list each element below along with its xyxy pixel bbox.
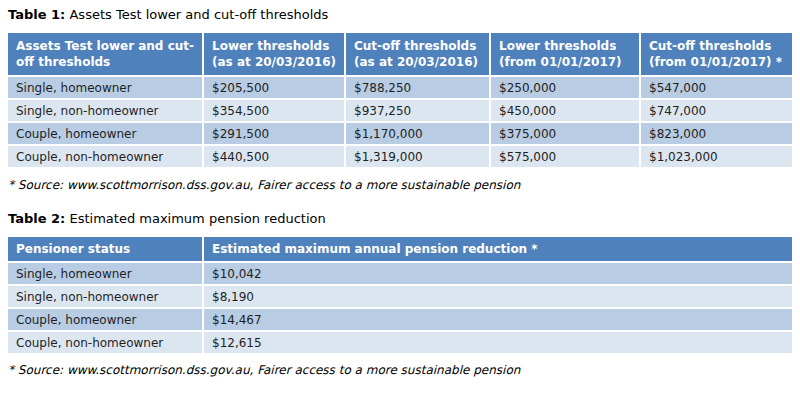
row-label: Couple, non-homeowner (8, 331, 203, 354)
table2-title-label: Table 2: (8, 211, 65, 226)
table1-title-text: Assets Test lower and cut-off thresholds (69, 7, 328, 22)
table-cell: $14,467 (203, 308, 792, 331)
table2-title-text: Estimated maximum pension reduction (69, 211, 325, 226)
table2-source-note: * Source: www.scottmorrison.dss.gov.au, … (8, 363, 792, 378)
table-row: Couple, homeowner $14,467 (8, 308, 792, 331)
table-cell: $450,000 (490, 99, 640, 122)
table2-section: Table 2: Estimated maximum pension reduc… (8, 211, 792, 378)
pension-reduction-table: Pensioner status Estimated maximum annua… (8, 237, 792, 355)
table-cell: $937,250 (345, 99, 490, 122)
table-cell: $10,042 (203, 262, 792, 285)
column-header-lower-2016: Lower thresholds (as at 20/03/2016) (203, 33, 345, 76)
table-cell: $8,190 (203, 285, 792, 308)
row-label: Single, homeowner (8, 76, 203, 99)
row-label: Single, non-homeowner (8, 99, 203, 122)
row-label: Single, non-homeowner (8, 285, 203, 308)
table-cell: $291,500 (203, 122, 345, 145)
table1-source-note: * Source: www.scottmorrison.dss.gov.au, … (8, 178, 792, 193)
table-row: Single, non-homeowner $354,500 $937,250 … (8, 99, 792, 122)
table-cell: $1,319,000 (345, 145, 490, 168)
column-header-max-reduction: Estimated maximum annual pension reducti… (203, 237, 792, 262)
row-label: Couple, homeowner (8, 308, 203, 331)
table-cell: $440,500 (203, 145, 345, 168)
row-label: Couple, homeowner (8, 122, 203, 145)
column-header-assets-test: Assets Test lower and cut-off thresholds (8, 33, 203, 76)
row-label: Single, homeowner (8, 262, 203, 285)
table-cell: $12,615 (203, 331, 792, 354)
table-header-row: Assets Test lower and cut-off thresholds… (8, 33, 792, 76)
table-cell: $788,250 (345, 76, 490, 99)
table-cell: $1,023,000 (640, 145, 792, 168)
table-cell: $747,000 (640, 99, 792, 122)
table-cell: $575,000 (490, 145, 640, 168)
table-cell: $354,500 (203, 99, 345, 122)
row-label: Couple, non-homeowner (8, 145, 203, 168)
table-row: Couple, homeowner $291,500 $1,170,000 $3… (8, 122, 792, 145)
column-header-cutoff-2017: Cut-off thresholds (from 01/01/2017) * (640, 33, 792, 76)
assets-test-thresholds-table: Assets Test lower and cut-off thresholds… (8, 33, 792, 169)
table-cell: $375,000 (490, 122, 640, 145)
column-header-pensioner-status: Pensioner status (8, 237, 203, 262)
table-header-row: Pensioner status Estimated maximum annua… (8, 237, 792, 262)
table1-title-label: Table 1: (8, 7, 65, 22)
column-header-cutoff-2016: Cut-off thresholds (as at 20/03/2016) (345, 33, 490, 76)
table1-section: Table 1: Assets Test lower and cut-off t… (8, 7, 792, 193)
column-header-lower-2017: Lower thresholds (from 01/01/2017) (490, 33, 640, 76)
table-cell: $1,170,000 (345, 122, 490, 145)
table-row: Single, homeowner $205,500 $788,250 $250… (8, 76, 792, 99)
table-row: Couple, non-homeowner $440,500 $1,319,00… (8, 145, 792, 168)
table-cell: $823,000 (640, 122, 792, 145)
table-cell: $547,000 (640, 76, 792, 99)
table-row: Couple, non-homeowner $12,615 (8, 331, 792, 354)
table-cell: $205,500 (203, 76, 345, 99)
table2-title: Table 2: Estimated maximum pension reduc… (8, 211, 792, 227)
table-cell: $250,000 (490, 76, 640, 99)
table-row: Single, homeowner $10,042 (8, 262, 792, 285)
table1-title: Table 1: Assets Test lower and cut-off t… (8, 7, 792, 23)
table-row: Single, non-homeowner $8,190 (8, 285, 792, 308)
